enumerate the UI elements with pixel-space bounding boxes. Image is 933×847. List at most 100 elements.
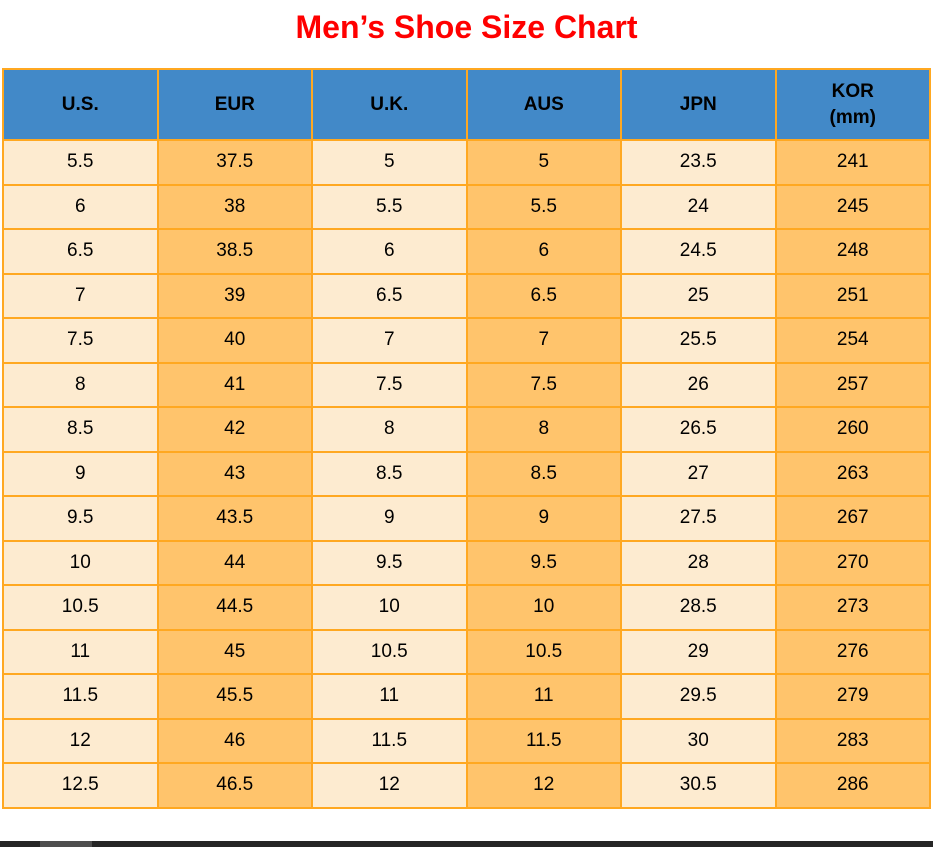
- size-cell: 11: [311, 673, 468, 720]
- size-cell: 26.5: [620, 406, 777, 453]
- size-cell: 267: [774, 495, 931, 542]
- size-cell: 37.5: [156, 139, 313, 186]
- table-row: 7.5 40 7 7 25.5 254: [2, 317, 931, 364]
- header-row: U.S. EUR U.K. AUS JPN KOR (mm): [2, 68, 931, 141]
- size-cell: 40: [156, 317, 313, 364]
- table-row: 9 43 8.5 8.5 27 263: [2, 450, 931, 497]
- size-cell: 7: [2, 272, 159, 319]
- size-cell: 30.5: [620, 762, 777, 809]
- horizontal-scrollbar-track[interactable]: [0, 841, 933, 847]
- size-cell: 263: [774, 450, 931, 497]
- size-cell: 245: [774, 183, 931, 230]
- size-cell: 260: [774, 406, 931, 453]
- size-cell: 5: [465, 139, 622, 186]
- size-cell: 9: [311, 495, 468, 542]
- size-cell: 10: [2, 539, 159, 586]
- size-cell: 27.5: [620, 495, 777, 542]
- size-cell: 257: [774, 361, 931, 408]
- size-cell: 11.5: [2, 673, 159, 720]
- size-cell: 248: [774, 228, 931, 275]
- size-cell: 270: [774, 539, 931, 586]
- size-cell: 5.5: [465, 183, 622, 230]
- size-cell: 5.5: [2, 139, 159, 186]
- size-cell: 10.5: [465, 628, 622, 675]
- size-cell: 8.5: [465, 450, 622, 497]
- size-cell: 6.5: [2, 228, 159, 275]
- size-cell: 12: [465, 762, 622, 809]
- size-cell: 30: [620, 717, 777, 764]
- horizontal-scrollbar-thumb[interactable]: [40, 841, 92, 847]
- size-cell: 46.5: [156, 762, 313, 809]
- size-cell: 10.5: [311, 628, 468, 675]
- size-cell: 26: [620, 361, 777, 408]
- size-cell: 9.5: [311, 539, 468, 586]
- size-cell: 43.5: [156, 495, 313, 542]
- size-cell: 28.5: [620, 584, 777, 631]
- size-cell: 7: [311, 317, 468, 364]
- size-cell: 9: [2, 450, 159, 497]
- size-cell: 6: [311, 228, 468, 275]
- size-cell: 25: [620, 272, 777, 319]
- size-cell: 24.5: [620, 228, 777, 275]
- size-cell: 24: [620, 183, 777, 230]
- size-cell: 7.5: [311, 361, 468, 408]
- size-cell: 9: [465, 495, 622, 542]
- size-cell: 38: [156, 183, 313, 230]
- table-row: 10 44 9.5 9.5 28 270: [2, 539, 931, 586]
- size-cell: 6.5: [311, 272, 468, 319]
- size-cell: 286: [774, 762, 931, 809]
- size-cell: 241: [774, 139, 931, 186]
- size-cell: 38.5: [156, 228, 313, 275]
- size-cell: 10: [311, 584, 468, 631]
- column-header-us: U.S.: [2, 68, 159, 141]
- table-row: 6 38 5.5 5.5 24 245: [2, 183, 931, 230]
- table-row: 10.5 44.5 10 10 28.5 273: [2, 584, 931, 631]
- table-row: 6.5 38.5 6 6 24.5 248: [2, 228, 931, 275]
- column-header-aus: AUS: [465, 68, 622, 141]
- size-cell: 251: [774, 272, 931, 319]
- size-cell: 254: [774, 317, 931, 364]
- size-cell: 29: [620, 628, 777, 675]
- size-cell: 45.5: [156, 673, 313, 720]
- column-header-jpn: JPN: [620, 68, 777, 141]
- column-header-kor: KOR (mm): [774, 68, 931, 141]
- size-cell: 28: [620, 539, 777, 586]
- table-row: 11 45 10.5 10.5 29 276: [2, 628, 931, 675]
- size-cell: 8: [465, 406, 622, 453]
- size-cell: 8: [311, 406, 468, 453]
- size-cell: 8: [2, 361, 159, 408]
- size-cell: 283: [774, 717, 931, 764]
- size-cell: 29.5: [620, 673, 777, 720]
- size-cell: 12.5: [2, 762, 159, 809]
- size-cell: 44: [156, 539, 313, 586]
- size-cell: 8.5: [2, 406, 159, 453]
- size-cell: 9.5: [465, 539, 622, 586]
- size-cell: 276: [774, 628, 931, 675]
- size-cell: 10.5: [2, 584, 159, 631]
- size-cell: 12: [2, 717, 159, 764]
- size-cell: 7.5: [2, 317, 159, 364]
- table-row: 12 46 11.5 11.5 30 283: [2, 717, 931, 764]
- size-cell: 11.5: [465, 717, 622, 764]
- size-cell: 273: [774, 584, 931, 631]
- column-header-uk: U.K.: [311, 68, 468, 141]
- size-cell: 46: [156, 717, 313, 764]
- size-cell: 279: [774, 673, 931, 720]
- size-cell: 9.5: [2, 495, 159, 542]
- size-cell: 45: [156, 628, 313, 675]
- size-cell: 12: [311, 762, 468, 809]
- page-title: Men’s Shoe Size Chart: [295, 9, 638, 45]
- table-row: 11.5 45.5 11 11 29.5 279: [2, 673, 931, 720]
- size-cell: 5.5: [311, 183, 468, 230]
- size-cell: 27: [620, 450, 777, 497]
- table-row: 8 41 7.5 7.5 26 257: [2, 361, 931, 408]
- column-header-eur: EUR: [156, 68, 313, 141]
- size-cell: 5: [311, 139, 468, 186]
- size-cell: 7: [465, 317, 622, 364]
- table-row: 7 39 6.5 6.5 25 251: [2, 272, 931, 319]
- table-row: 12.5 46.5 12 12 30.5 286: [2, 762, 931, 809]
- table-row: 9.5 43.5 9 9 27.5 267: [2, 495, 931, 542]
- size-cell: 10: [465, 584, 622, 631]
- size-cell: 23.5: [620, 139, 777, 186]
- size-cell: 25.5: [620, 317, 777, 364]
